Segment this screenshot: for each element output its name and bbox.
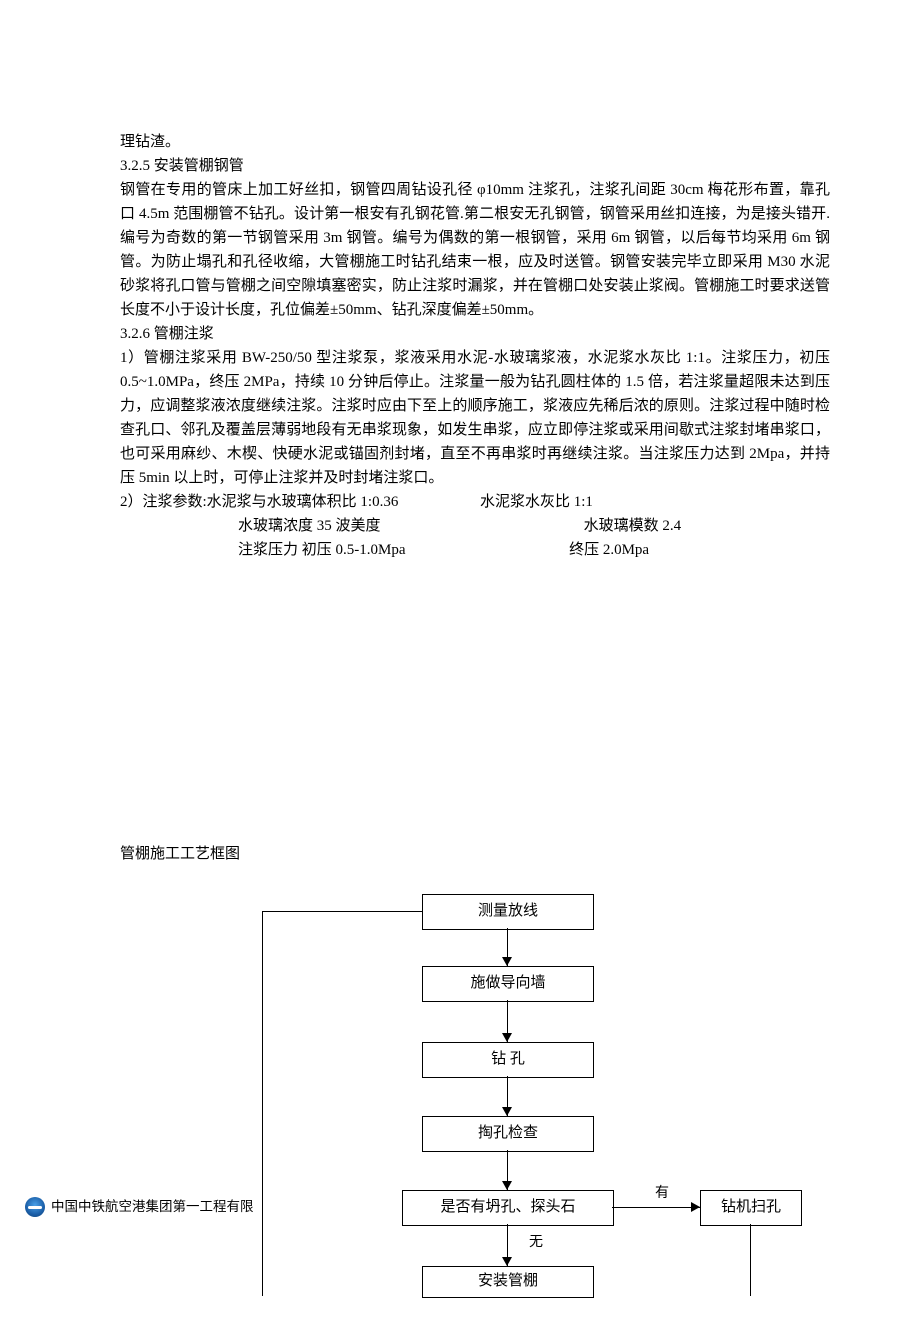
flow-node-n6: 钻机扫孔	[700, 1190, 802, 1226]
footer: 中国中铁航空港集团第一工程有限	[25, 1196, 254, 1218]
param-r3b: 终压 2.0Mpa	[551, 538, 830, 562]
flow-node-n1: 测量放线	[422, 894, 594, 930]
flow-node-n4: 掏孔检查	[422, 1116, 594, 1152]
flow-arrow-n3-n4	[502, 1107, 512, 1116]
flow-arrow-n5-n7	[502, 1257, 512, 1266]
flow-edge-n6-down	[750, 1224, 751, 1296]
param-r2b: 水玻璃模数 2.4	[534, 514, 830, 538]
flow-label-no: 无	[529, 1232, 543, 1254]
flow-edge-loop-top	[262, 911, 422, 912]
heading-3-2-5: 3.2.5 安装管棚钢管	[120, 154, 830, 178]
diagram-title: 管棚施工工艺框图	[120, 842, 830, 866]
footer-logo-icon	[25, 1197, 45, 1217]
flow-arrow-n1-n2	[502, 957, 512, 966]
footer-text: 中国中铁航空港集团第一工程有限	[51, 1196, 254, 1218]
flow-edge-loop-left	[262, 911, 263, 1296]
flow-node-n2: 施做导向墙	[422, 966, 594, 1002]
flow-arrow-n4-n5	[502, 1181, 512, 1190]
flow-arrow-n5-n6	[691, 1202, 700, 1212]
grouting-params: 2）注浆参数:水泥浆与水玻璃体积比 1:0.36 水泥浆水灰比 1:1 水玻璃浓…	[120, 490, 830, 562]
params-lead: 2）注浆参数:	[120, 494, 207, 510]
param-r2a: 水玻璃浓度 35 波美度	[120, 514, 534, 538]
flow-node-n5: 是否有坍孔、探头石	[402, 1190, 614, 1226]
heading-3-2-6: 3.2.6 管棚注浆	[120, 322, 830, 346]
param-r1b: 水泥浆水灰比 1:1	[480, 490, 780, 514]
flow-node-n7: 安装管棚	[422, 1266, 594, 1298]
paragraph-3-2-6-1: 1）管棚注浆采用 BW-250/50 型注浆泵，浆液采用水泥-水玻璃浆液，水泥浆…	[120, 346, 830, 490]
flow-arrow-n2-n3	[502, 1033, 512, 1042]
flow-node-n3: 钻 孔	[422, 1042, 594, 1078]
param-r1a: 水泥浆与水玻璃体积比 1:0.36	[207, 494, 399, 510]
paragraph-3-2-5: 钢管在专用的管床上加工好丝扣，钢管四周钻设孔径 φ10mm 注浆孔，注浆孔间距 …	[120, 178, 830, 322]
flow-edge-n5-n6	[612, 1207, 700, 1208]
flow-label-yes: 有	[655, 1183, 669, 1205]
param-r3a: 注浆压力 初压 0.5-1.0Mpa	[120, 538, 551, 562]
paragraph-continued: 理钻渣。	[120, 130, 830, 154]
flowchart: 测量放线施做导向墙钻 孔掏孔检查是否有坍孔、探头石钻机扫孔安装管棚有无中国中铁航…	[120, 894, 830, 1304]
